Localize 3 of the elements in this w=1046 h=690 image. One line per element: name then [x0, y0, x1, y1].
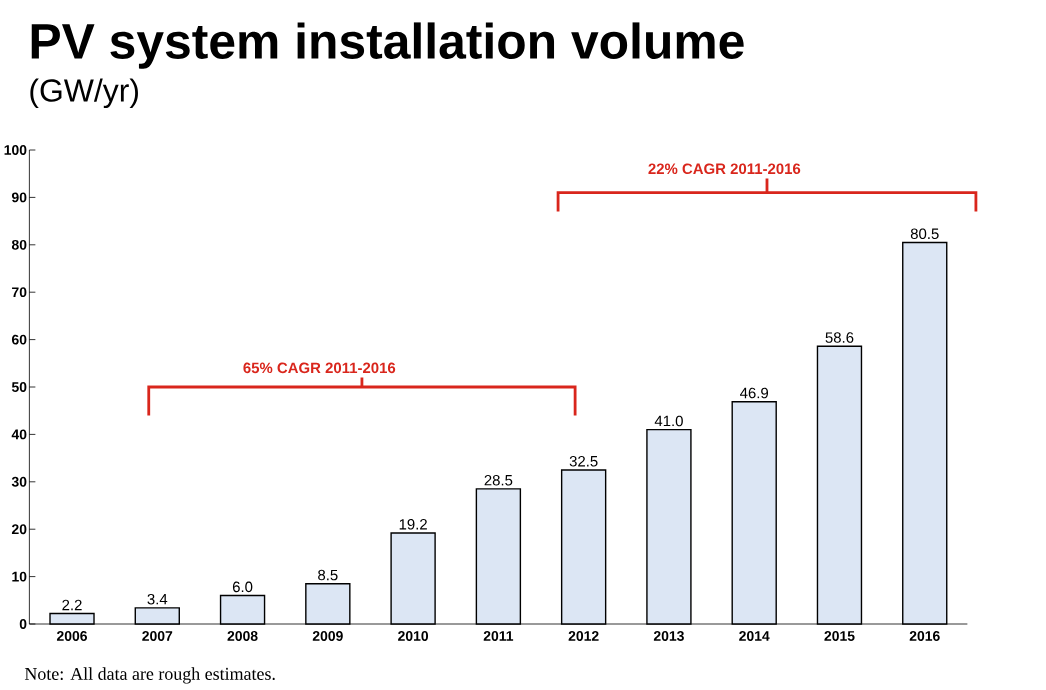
text: Note: All data are rough estimates. [24, 667, 275, 684]
chart-title: PV system installation volume [31, 22, 744, 69]
chart-subtitle: (GW/yr) [30, 78, 138, 109]
